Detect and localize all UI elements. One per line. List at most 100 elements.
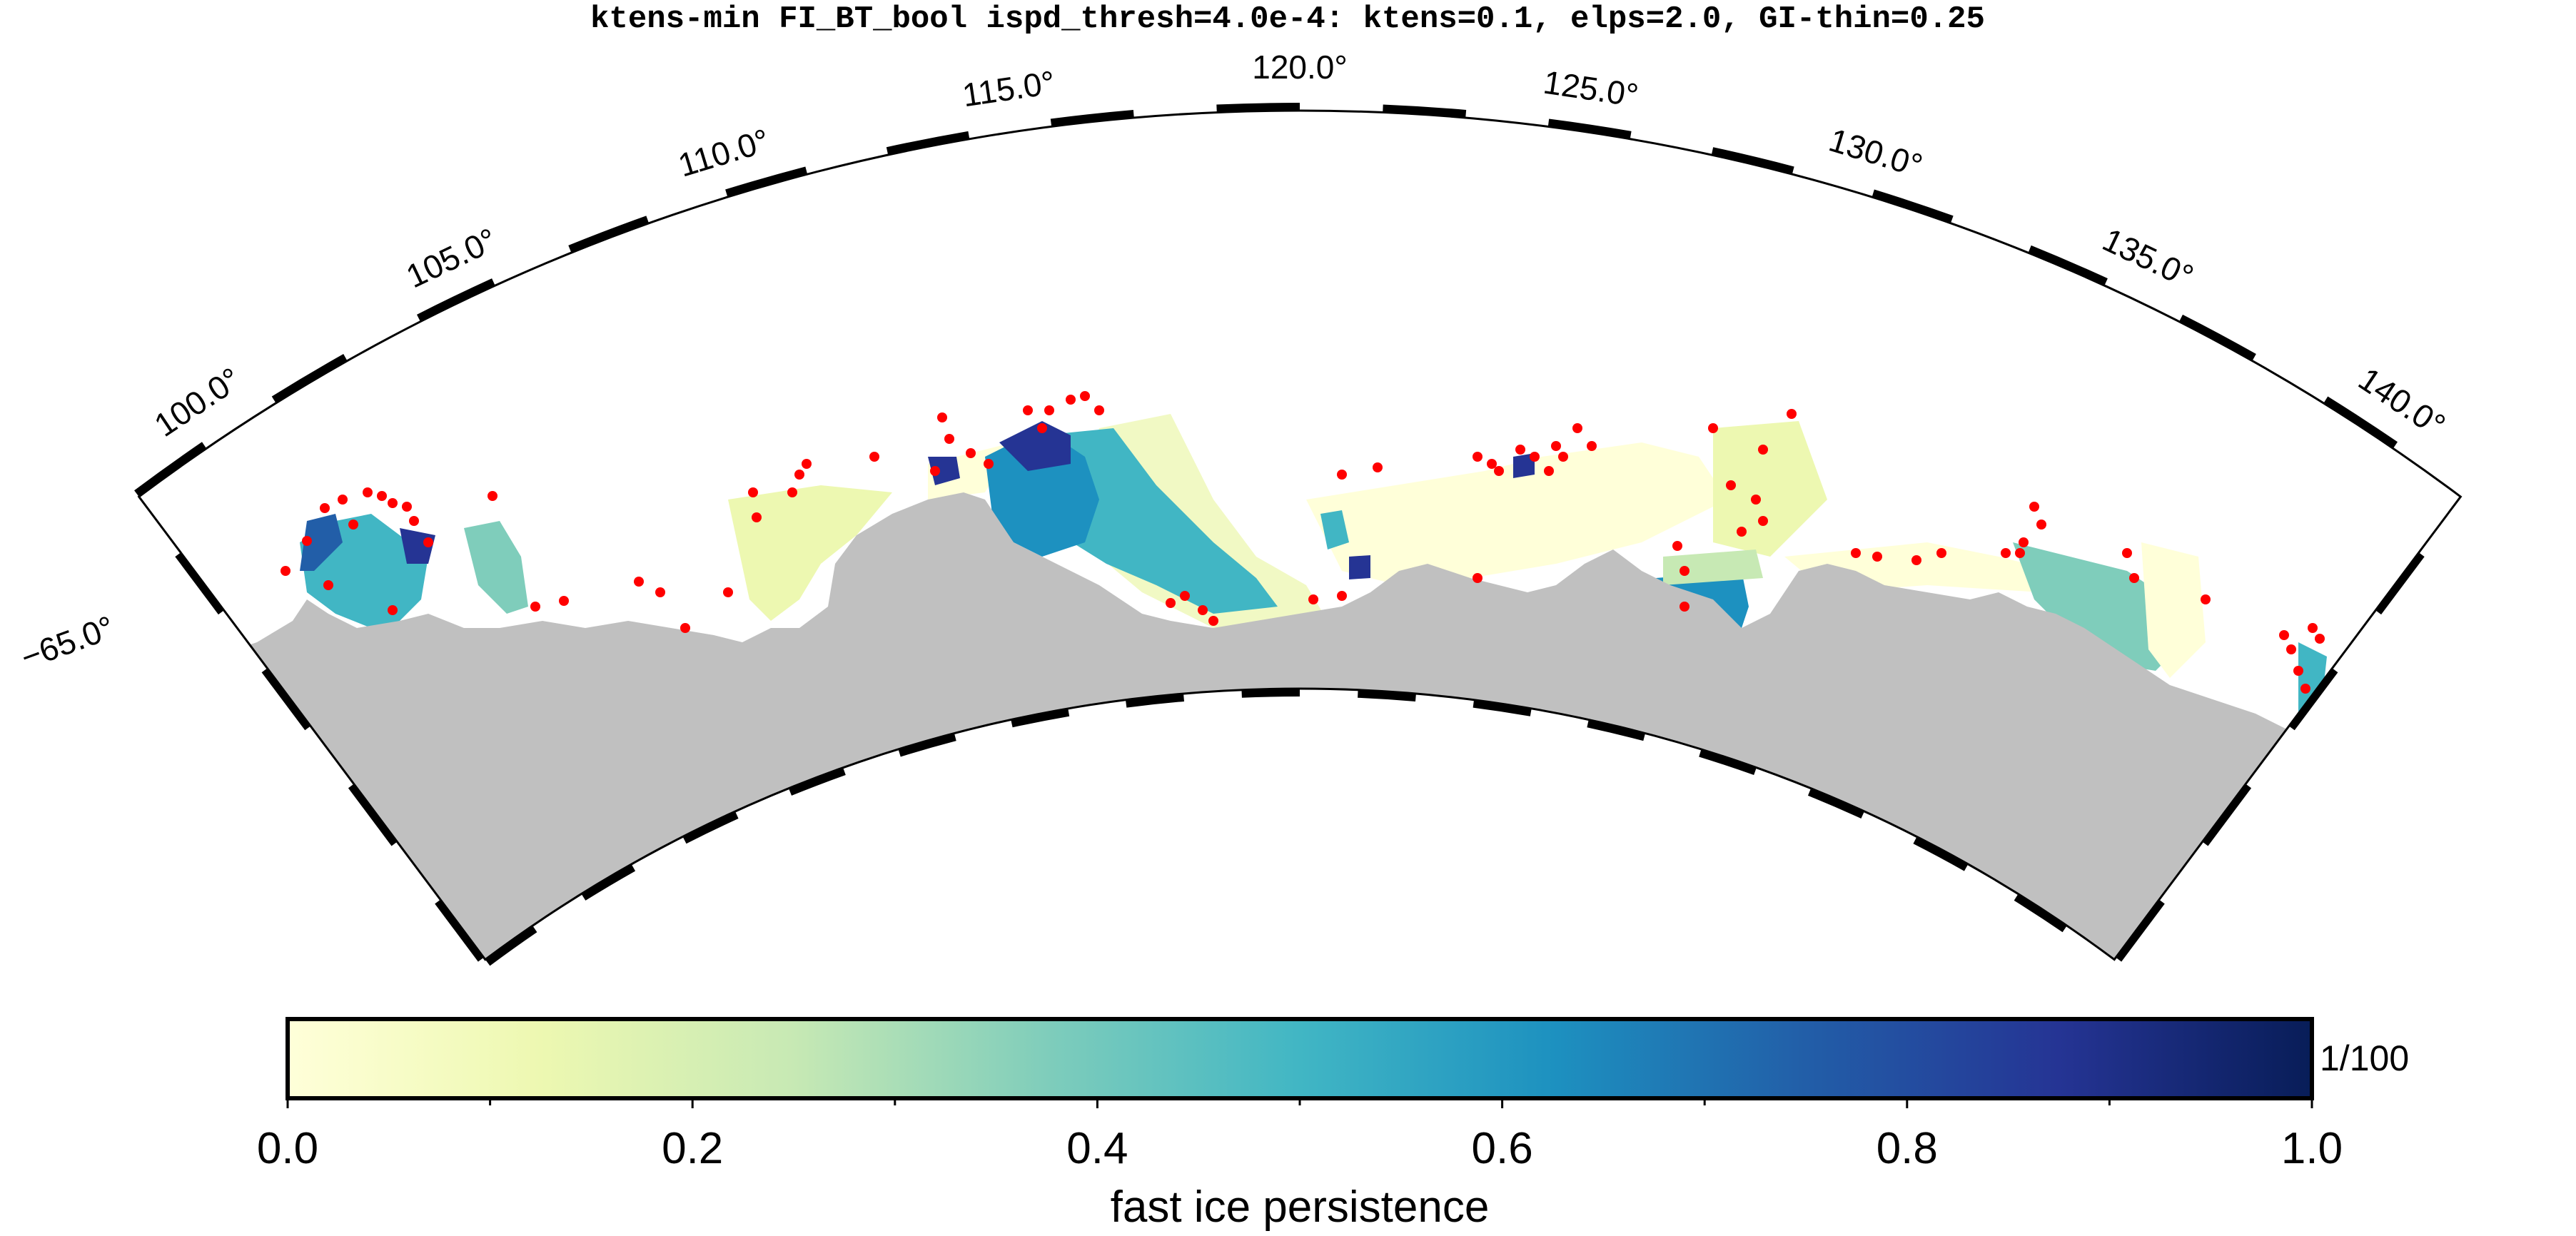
map-title: ktens-min FI_BT_bool ispd_thresh=4.0e-4:… — [590, 1, 1985, 37]
frame-tick — [2202, 784, 2252, 846]
frame-tick — [886, 131, 970, 155]
grounded-iceberg-point — [2029, 502, 2039, 512]
grounded-iceberg-point — [1094, 405, 1104, 415]
frame-tick — [1383, 104, 1467, 117]
fast-ice-region — [928, 457, 960, 485]
grounded-iceberg-point — [1726, 480, 1736, 490]
grounded-iceberg-point — [99, 514, 108, 524]
frame-tick — [175, 552, 224, 615]
frame-tick — [271, 354, 348, 403]
grounded-iceberg-point — [409, 516, 419, 526]
grounded-iceberg-point — [1037, 423, 1047, 433]
grounded-iceberg-point — [2308, 623, 2318, 633]
map-frame — [137, 109, 2463, 961]
longitude-label: 120.0° — [1252, 49, 1348, 86]
grounded-iceberg-point — [1572, 423, 1582, 433]
colorbar-gradient — [286, 1017, 2314, 1100]
map-frame-ticks — [134, 103, 2425, 966]
frame-tick — [789, 768, 846, 796]
grounded-iceberg-point — [1737, 527, 1747, 537]
fast-ice-region — [464, 521, 528, 614]
colorbar-unit: 1/100 — [2320, 1038, 2409, 1078]
longitude-label-text: 135.0° — [2097, 221, 2199, 295]
grounded-iceberg-point — [655, 587, 665, 597]
grounded-iceberg-point — [2036, 520, 2046, 530]
grounded-iceberg-point — [937, 412, 947, 422]
grounded-iceberg-point — [1672, 541, 1682, 551]
fast-ice-region — [1663, 549, 1763, 585]
grounded-iceberg-point — [984, 459, 994, 469]
grounded-iceberg-points — [99, 391, 2410, 826]
frame-tick — [2323, 396, 2398, 448]
grounded-iceberg-point — [2293, 666, 2303, 676]
longitude-label-text: 110.0° — [674, 121, 774, 184]
longitude-label-text: 125.0° — [1541, 64, 1641, 114]
grounded-iceberg-point — [559, 596, 569, 606]
longitude-label: 135.0° — [2097, 221, 2199, 295]
longitude-label: 110.0° — [674, 121, 774, 184]
frame-tick — [261, 668, 311, 731]
frame-tick — [1872, 189, 1954, 223]
grounded-iceberg-point — [1373, 462, 1383, 472]
grounded-iceberg-point — [2300, 684, 2310, 694]
grounded-iceberg-point — [2372, 816, 2382, 826]
fast-ice-region — [1306, 442, 1727, 585]
frame-tick — [1011, 709, 1070, 728]
frame-tick — [1587, 720, 1645, 741]
grounded-iceberg-point — [1872, 552, 1882, 562]
grounded-iceberg-point — [1911, 555, 1921, 565]
colorbar-tick-label: 0.0 — [257, 1124, 318, 1173]
grounded-iceberg-point — [1758, 516, 1768, 526]
fast-ice-region — [2013, 542, 2184, 671]
frame-tick — [416, 278, 495, 321]
grounded-iceberg-point — [1080, 391, 1090, 401]
grounded-iceberg-point — [1544, 466, 1554, 476]
fast-ice-region — [2377, 742, 2405, 785]
fast-ice-region — [300, 514, 343, 571]
grounded-iceberg-point — [488, 491, 497, 501]
colorbar-ticks: 0.0 0.2 0.4 0.6 0.8 1.0 — [257, 1098, 2343, 1173]
grounded-iceberg-point — [1680, 602, 1689, 612]
grounded-iceberg-point — [1473, 452, 1483, 462]
grounded-iceberg-point — [1494, 466, 1504, 476]
grounded-iceberg-point — [1337, 470, 1347, 480]
fast-ice-region — [1320, 510, 1349, 549]
fast-ice-region — [138, 585, 193, 671]
grounded-iceberg-point — [1787, 409, 1797, 419]
frame-tick — [1913, 837, 1968, 871]
longitude-label-text: 130.0° — [1825, 121, 1927, 185]
grounded-iceberg-point — [2129, 573, 2139, 583]
grounded-iceberg-point — [388, 605, 398, 615]
colorbar-tick-label: 0.6 — [1471, 1124, 1532, 1173]
grounded-iceberg-point — [680, 623, 690, 633]
fast-ice-region — [2355, 764, 2384, 821]
grounded-iceberg-point — [752, 512, 762, 522]
grounded-iceberg-point — [1551, 441, 1561, 451]
frame-tick — [1216, 103, 1300, 112]
grounded-iceberg-point — [802, 459, 812, 469]
frame-tick — [2375, 552, 2425, 615]
grounded-iceberg-point — [1337, 591, 1347, 601]
grounded-iceberg-point — [1066, 395, 1076, 405]
grounded-iceberg-point — [1166, 598, 1176, 608]
colorbar: 0.0 0.2 0.4 0.6 0.8 1.0 1/100 fast ice persis… — [257, 1017, 2409, 1232]
frame-tick — [1050, 109, 1134, 126]
grounded-iceberg-point — [2019, 537, 2029, 547]
frame-tick — [568, 216, 649, 253]
fast-ice-region — [1349, 555, 1370, 579]
grounded-iceberg-point — [1487, 459, 1497, 469]
fast-ice-region — [2141, 542, 2206, 678]
longitude-label: 130.0° — [1825, 121, 1927, 185]
fast-ice-region — [999, 421, 1071, 471]
grounded-iceberg-point — [302, 536, 312, 546]
grounded-iceberg-point — [2279, 630, 2289, 640]
grounded-iceberg-point — [2315, 634, 2325, 644]
grounded-iceberg-point — [530, 602, 540, 612]
grounded-iceberg-point — [2350, 762, 2360, 772]
grounded-iceberg-point — [1558, 452, 1568, 462]
frame-tick — [898, 734, 956, 757]
frame-tick — [725, 166, 807, 197]
grounded-iceberg-point — [348, 520, 358, 530]
colorbar-label: fast ice persistence — [1111, 1182, 1490, 1232]
